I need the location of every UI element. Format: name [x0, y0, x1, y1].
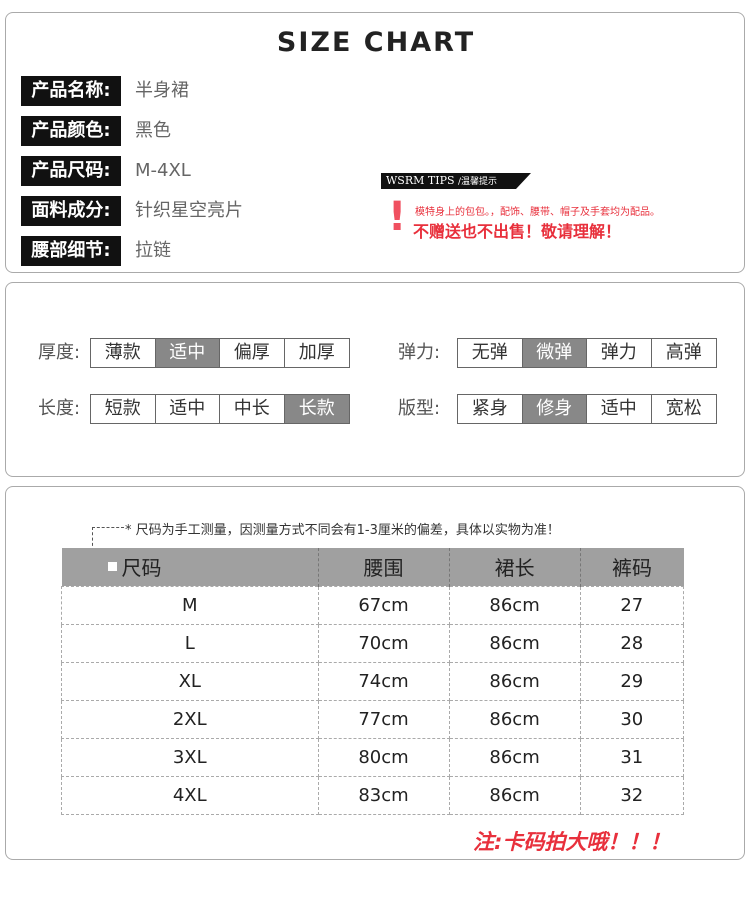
attribute-option: 紧身: [458, 395, 523, 423]
info-value: 黑色: [135, 120, 171, 141]
attribute-option: 高弹: [665, 342, 702, 363]
table-cell: 86cm: [448, 775, 581, 815]
attribute-label: 厚度:: [38, 342, 81, 363]
attribute-option: 短款: [91, 395, 156, 423]
table-cell: L: [61, 623, 319, 663]
header-length: 裙长: [448, 548, 581, 586]
exclamation-icon: !: [388, 194, 407, 240]
attribute-option: 适中: [155, 339, 220, 367]
attribute-options: 无弹 微弹 弹力 高弹: [457, 338, 717, 368]
info-label: 产品名称:: [21, 76, 121, 106]
table-row: XL 74cm 86cm 29: [61, 661, 685, 701]
table-cell: 31: [579, 737, 685, 777]
info-label: 产品尺码:: [21, 156, 121, 186]
table-cell: M: [61, 585, 319, 625]
attribute-options: 短款 适中 中长 长款: [90, 394, 350, 424]
tips-brand: WSRM TIPS: [386, 174, 455, 187]
table-cell: 86cm: [448, 661, 581, 701]
tips-sub: /温馨提示: [458, 177, 498, 187]
attribute-option: 加厚: [298, 342, 335, 363]
table-row: 3XL 80cm 86cm 31: [61, 737, 685, 777]
info-value: 针织星空亮片: [135, 200, 243, 221]
table-cell: 70cm: [317, 623, 450, 663]
attribute-option: 宽松: [665, 398, 702, 419]
dash-line: [92, 527, 124, 528]
square-icon: [107, 562, 117, 571]
attribute-option: 薄款: [91, 339, 156, 367]
table-cell: 3XL: [61, 737, 319, 777]
attribute-option: 适中: [587, 395, 652, 423]
page-title: SIZE CHART: [276, 27, 476, 58]
table-cell: 29: [579, 661, 685, 701]
info-label: 腰部细节:: [21, 236, 121, 266]
attribute-label: 长度:: [38, 398, 81, 419]
table-cell: 86cm: [448, 737, 581, 777]
table-cell: XL: [61, 661, 319, 701]
info-label: 面料成分:: [21, 196, 121, 226]
table-row: 4XL 83cm 86cm 32: [61, 775, 685, 815]
header-waist: 腰围: [317, 548, 450, 586]
tips-line-1: 模特身上的包包。，配饰、腰带、帽子及手套均为配品。: [415, 207, 660, 218]
attributes-panel: [5, 282, 745, 477]
attribute-option: 偏厚: [220, 339, 285, 367]
attribute-label: 版型:: [398, 398, 441, 419]
info-label: 产品颜色:: [21, 116, 121, 146]
attribute-options: 薄款 适中 偏厚 加厚: [90, 338, 350, 368]
table-cell: 32: [579, 775, 685, 815]
size-warning: 注:卡码拍大哦！！！: [473, 830, 671, 854]
table-cell: 30: [579, 699, 685, 739]
table-cell: 83cm: [317, 775, 450, 815]
tips-banner: WSRM TIPS /温馨提示: [381, 173, 531, 189]
attribute-label: 弹力:: [398, 342, 441, 363]
attribute-option: 中长: [220, 395, 285, 423]
table-cell: 80cm: [317, 737, 450, 777]
table-cell: 77cm: [317, 699, 450, 739]
header-size: 尺码: [61, 548, 319, 586]
table-row: 2XL 77cm 86cm 30: [61, 699, 685, 739]
tips-line-2: 不赠送也不出售！敬请理解！: [413, 222, 622, 241]
attribute-option: 修身: [522, 395, 587, 423]
info-value: 拉链: [135, 240, 171, 261]
attribute-option: 微弹: [522, 339, 587, 367]
table-cell: 4XL: [61, 775, 319, 815]
dash-line: [92, 527, 93, 567]
table-cell: 86cm: [448, 699, 581, 739]
product-info-panel: SIZE CHART 产品名称: 半身裙 产品颜色: 黑色 产品尺码: M-4XL 面料成分…: [5, 12, 745, 273]
info-value: M-4XL: [135, 160, 191, 181]
table-cell: 86cm: [448, 623, 581, 663]
header-pants-size: 裤码: [579, 548, 684, 586]
size-table-panel: [5, 486, 745, 860]
table-row: M 67cm 86cm 27: [61, 585, 685, 625]
attribute-option: 长款: [284, 395, 349, 423]
attribute-option: 无弹: [458, 339, 523, 367]
table-cell: 74cm: [317, 661, 450, 701]
table-cell: 67cm: [317, 585, 450, 625]
table-cell: 28: [579, 623, 685, 663]
table-cell: 86cm: [448, 585, 581, 625]
table-cell: 2XL: [61, 699, 319, 739]
info-value: 半身裙: [135, 80, 189, 101]
measurement-note: * 尺码为手工测量，因测量方式不同会有1-3厘米的偏差，具体以实物为准！: [125, 523, 560, 538]
table-cell: 27: [579, 585, 685, 625]
table-row: L 70cm 86cm 28: [61, 623, 685, 663]
attribute-option: 适中: [156, 395, 220, 423]
attribute-option: 弹力: [587, 339, 652, 367]
size-table: 尺码 腰围 裙长 裤码 M 67cm 86cm 27 L 70cm 86cm 28 XL 74cm…: [61, 548, 685, 815]
attribute-options: 紧身 修身 适中 宽松: [457, 394, 717, 424]
